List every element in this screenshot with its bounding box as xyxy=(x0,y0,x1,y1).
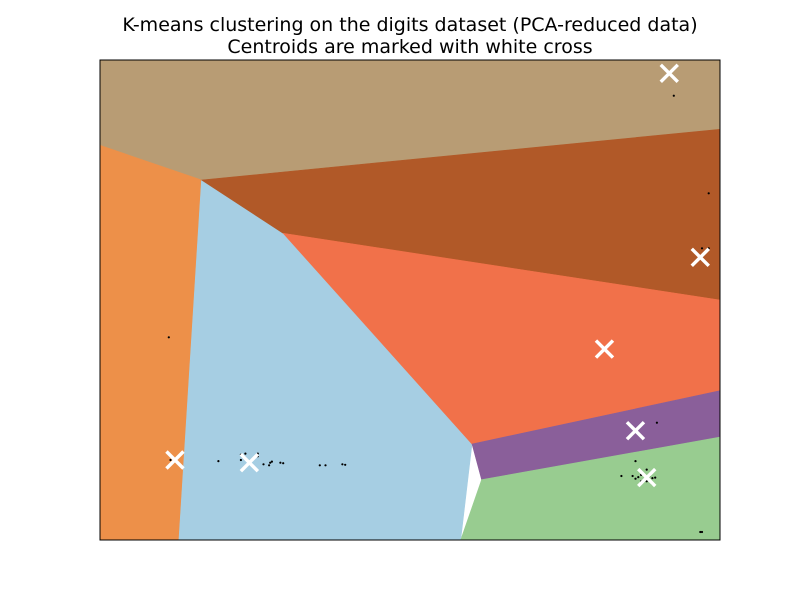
data-point xyxy=(318,464,321,467)
data-point xyxy=(655,421,659,424)
chart-subtitle: Centroids are marked with white cross xyxy=(227,36,592,58)
data-point xyxy=(620,474,623,478)
data-point xyxy=(268,464,271,467)
centroid-marker-5 xyxy=(625,420,646,441)
data-point xyxy=(324,464,327,467)
plot-area xyxy=(100,60,720,540)
cluster-region-6 xyxy=(471,390,720,481)
data-point xyxy=(634,460,637,463)
chart-title: K-means clustering on the digits dataset… xyxy=(122,14,697,36)
centroid-marker-3 xyxy=(594,339,615,359)
cluster-region-5 xyxy=(282,232,720,445)
data-point xyxy=(645,480,648,483)
data-point xyxy=(637,476,640,479)
data-point xyxy=(699,530,702,534)
data-point xyxy=(270,460,273,463)
data-point xyxy=(239,458,242,462)
data-point xyxy=(341,463,344,466)
cluster-region-7 xyxy=(460,436,720,540)
data-point xyxy=(269,461,272,464)
data-point xyxy=(344,463,347,466)
data-point xyxy=(169,458,172,462)
axes-frame xyxy=(99,59,721,541)
data-point xyxy=(167,336,170,339)
data-point xyxy=(654,476,657,479)
data-point xyxy=(244,452,247,455)
centroid-marker-4 xyxy=(165,450,185,470)
data-point xyxy=(645,468,648,471)
centroid-marker-6 xyxy=(637,467,657,488)
data-point xyxy=(262,463,265,466)
cluster-region-2 xyxy=(100,144,202,540)
centroid-marker-7 xyxy=(239,452,260,473)
cluster-region-4 xyxy=(200,128,720,301)
data-point xyxy=(651,477,654,480)
data-point xyxy=(631,474,634,478)
centroid-markers xyxy=(165,63,710,488)
data-point xyxy=(700,530,704,534)
data-point xyxy=(672,94,675,97)
data-point xyxy=(282,462,285,465)
data-point xyxy=(279,461,282,464)
data-point xyxy=(700,247,704,250)
data-point xyxy=(707,192,710,195)
centroid-marker-1 xyxy=(659,63,679,84)
data-point xyxy=(634,477,637,480)
centroid-marker-2 xyxy=(690,247,710,268)
data-point xyxy=(217,460,220,463)
decision-regions xyxy=(100,60,720,540)
